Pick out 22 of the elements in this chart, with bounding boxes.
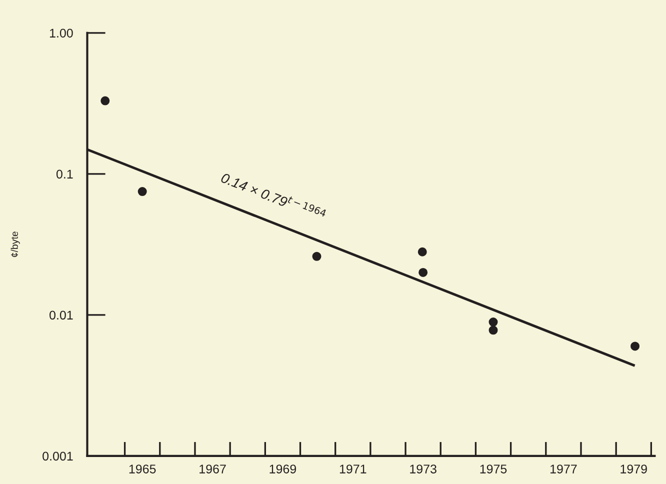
y-tick-label: 1.00 bbox=[50, 28, 73, 38]
x-tick-label: 1967 bbox=[200, 464, 226, 474]
point bbox=[418, 268, 428, 277]
x-tick-label: 1979 bbox=[620, 464, 647, 474]
x-tick-label: 1965 bbox=[129, 464, 156, 474]
annotation: 0.14 × 0.79$^{t−1964}$ bbox=[220, 170, 327, 222]
y-tick-label: 0.01 bbox=[50, 310, 73, 320]
point bbox=[630, 342, 640, 351]
x-tick-label: 1969 bbox=[270, 464, 296, 474]
point bbox=[418, 247, 427, 256]
point bbox=[138, 187, 147, 196]
y-tick-label: 0.1 bbox=[56, 170, 73, 179]
point bbox=[312, 252, 322, 261]
point bbox=[100, 96, 110, 106]
point bbox=[488, 318, 498, 327]
y-axis-title: ¢/byte bbox=[10, 232, 20, 258]
x-tick-label: 1977 bbox=[550, 464, 577, 474]
y-tick-label: 0.001 bbox=[42, 452, 73, 461]
x-tick-label: 1973 bbox=[410, 464, 436, 474]
x-tick-label: 1971 bbox=[340, 464, 366, 474]
x-tick-label: 1975 bbox=[480, 464, 507, 474]
point bbox=[488, 326, 498, 335]
